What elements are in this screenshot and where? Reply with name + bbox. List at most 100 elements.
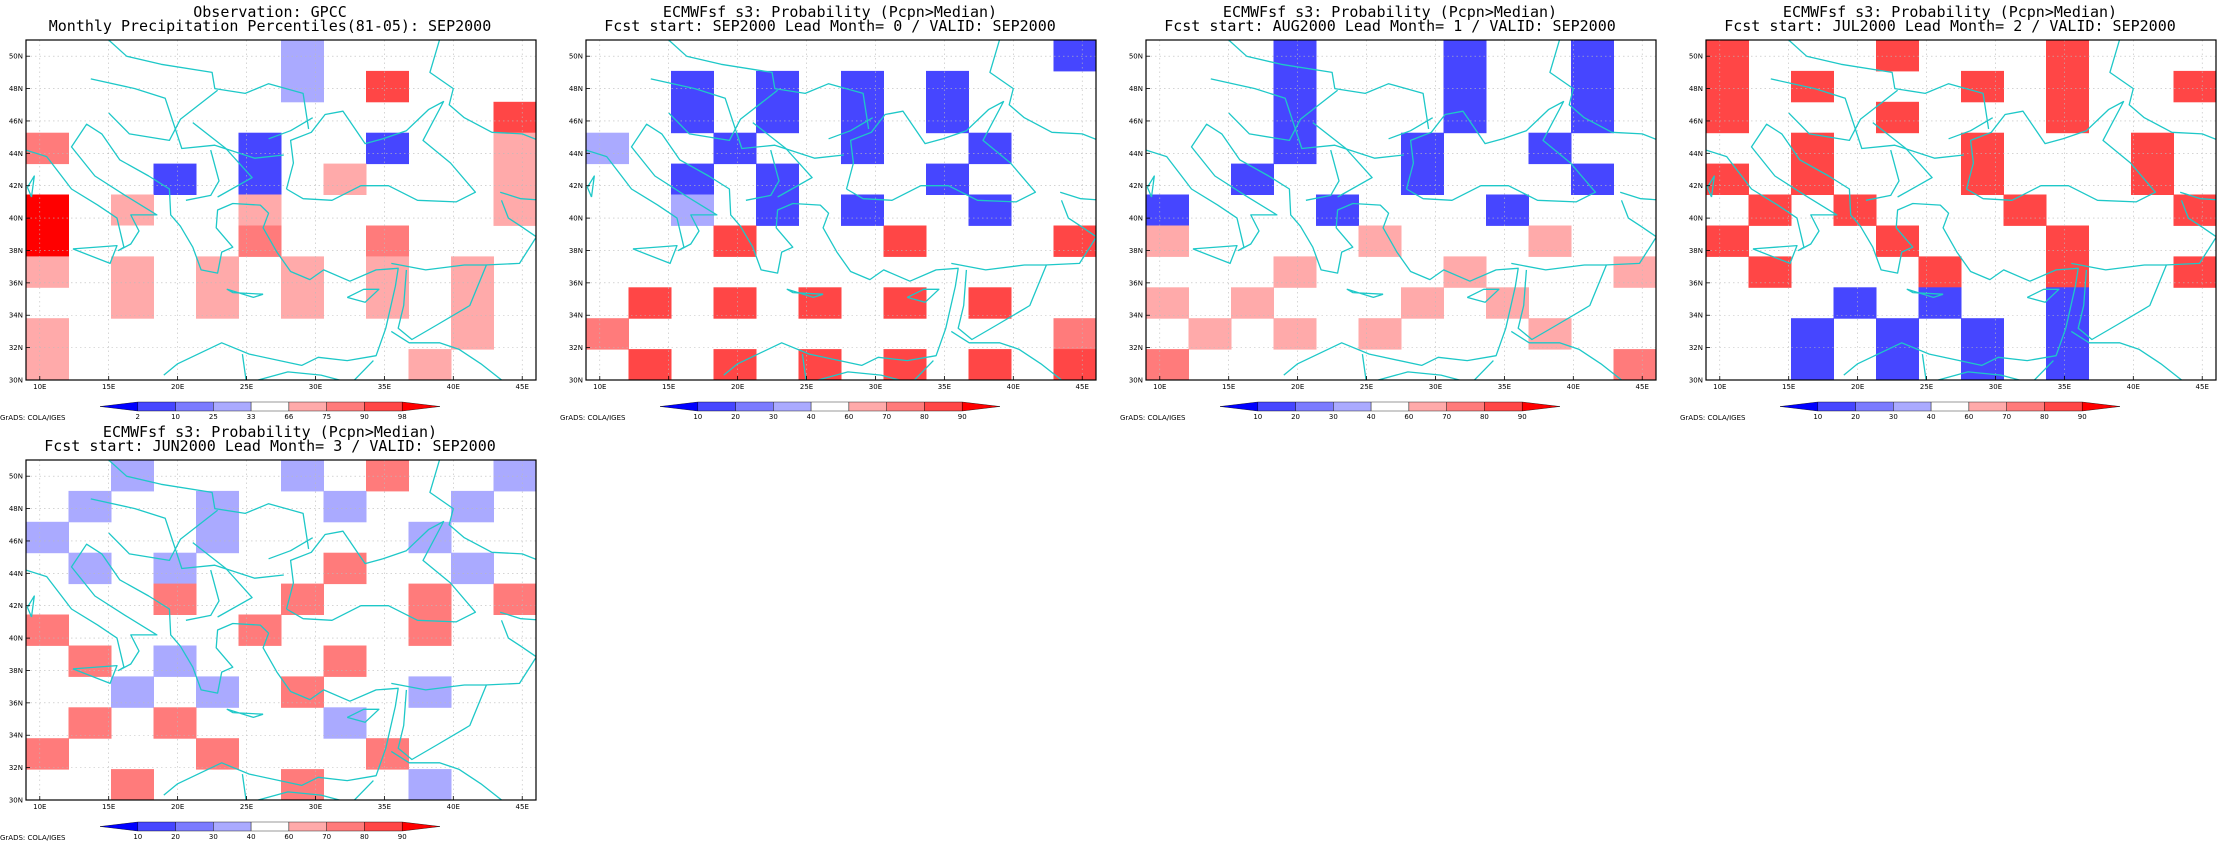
- lon-tick-label: 30E: [309, 803, 322, 811]
- grid-cell: [153, 163, 197, 195]
- coastline: [1517, 264, 1608, 341]
- colorbar-segment: [326, 821, 365, 832]
- colorbar-segment: [2006, 401, 2045, 412]
- grid-cell: [366, 287, 409, 319]
- coastline: [108, 460, 310, 550]
- coastline: [951, 237, 1096, 271]
- grads-credit: GrADS: COLA/IGES: [0, 414, 66, 422]
- grid-cell: [1706, 163, 1749, 195]
- coastline: [845, 100, 1037, 203]
- grid-cell: [586, 132, 629, 165]
- colorbar-segment: [1522, 401, 1561, 412]
- colorbar-label: 70: [2002, 413, 2011, 420]
- lon-tick-label: 10E: [33, 383, 46, 391]
- coastline: [2071, 237, 2216, 271]
- coastline: [1466, 288, 1500, 303]
- coastline: [429, 40, 536, 140]
- grid-cell: [1486, 287, 1529, 319]
- lat-tick-label: 48N: [9, 85, 23, 93]
- lon-tick-label: 30E: [1989, 383, 2002, 391]
- lon-tick-label: 40E: [447, 383, 460, 391]
- lon-tick-label: 25E: [240, 803, 253, 811]
- colorbar-label: 10: [171, 413, 180, 420]
- grid-cell: [493, 460, 537, 492]
- grid-cell: [26, 132, 69, 165]
- lat-tick-label: 34N: [1129, 312, 1143, 320]
- lat-tick-label: 42N: [1129, 182, 1143, 190]
- grid-cell: [111, 256, 154, 288]
- grid-cell: [2003, 194, 2047, 226]
- colorbar-label: 30: [1889, 413, 1898, 420]
- colorbar-segment: [175, 401, 214, 412]
- lat-tick-label: 32N: [1129, 344, 1143, 352]
- colorbar-label: 60: [1404, 413, 1413, 420]
- colorbar-segment: [288, 401, 327, 412]
- lat-tick-label: 40N: [9, 635, 23, 643]
- coastline: [185, 569, 220, 621]
- grid-cell: [713, 132, 757, 165]
- colorbar-label: 30: [209, 833, 218, 840]
- grid-cell: [323, 707, 367, 739]
- lon-tick-label: 35E: [938, 383, 951, 391]
- lat-tick-label: 38N: [1129, 247, 1143, 255]
- grid-cell: [1146, 194, 1189, 226]
- lat-tick-label: 32N: [9, 764, 23, 772]
- lon-tick-label: 25E: [1360, 383, 1373, 391]
- lon-tick-label: 45E: [2196, 383, 2209, 391]
- grid-cell: [366, 225, 409, 257]
- grid-cell: [323, 490, 367, 523]
- colorbar-label: 10: [693, 413, 702, 420]
- lon-tick-label: 10E: [1713, 383, 1726, 391]
- colorbar-label: 90: [2078, 413, 2087, 420]
- grid-cell: [1613, 349, 1657, 381]
- panel-title-line2: Fcst start: SEP2000 Lead Month= 0 / VALI…: [604, 17, 1056, 35]
- lat-tick-label: 32N: [1689, 344, 1703, 352]
- grid-cell: [281, 40, 324, 72]
- colorbar-label: 80: [920, 413, 929, 420]
- precipitation-map: 30N 32N 34N 36N 38N 40N 42N 44N 46N 48N 50N 10E 15E 2…: [1129, 39, 1657, 420]
- grid-cell: [451, 318, 494, 350]
- colorbar-segment: [697, 401, 736, 412]
- grid-cell: [2046, 225, 2089, 257]
- lat-tick-label: 34N: [1689, 312, 1703, 320]
- grid-cell: [238, 163, 282, 195]
- lat-tick-label: 30N: [1129, 377, 1143, 385]
- colorbar: 10 20 30 40 60 70 80 90: [1219, 401, 1561, 420]
- grid-cell: [841, 132, 884, 165]
- colorbar-label: 70: [882, 413, 891, 420]
- grid-cell: [798, 287, 842, 319]
- colorbar-label: 30: [769, 413, 778, 420]
- coastline: [285, 100, 477, 203]
- lat-tick-label: 30N: [9, 797, 23, 805]
- grid-cell: [883, 287, 927, 319]
- grid-cell: [1146, 287, 1189, 319]
- colorbar-label: 80: [1480, 413, 1489, 420]
- grid-cell: [1791, 163, 1834, 195]
- lat-tick-label: 50N: [1689, 53, 1703, 61]
- plot-frame: [585, 39, 1097, 381]
- coastline: [1388, 117, 1434, 140]
- coastline: [346, 288, 380, 303]
- data-cells: [1146, 40, 1657, 381]
- grid-cell: [1231, 287, 1274, 319]
- colorbar-segment: [326, 401, 365, 412]
- grid-cell: [26, 349, 69, 381]
- colorbar-segment: [886, 401, 925, 412]
- coastline: [650, 78, 844, 159]
- grid-cell: [713, 349, 757, 381]
- grid-cell: [713, 225, 757, 257]
- coastline: [1965, 100, 2157, 203]
- colorbar-segment: [99, 401, 138, 412]
- coastline: [90, 498, 284, 579]
- grid-cell: [111, 460, 154, 492]
- grid-cell: [1358, 318, 1402, 350]
- coastline: [26, 123, 399, 376]
- lat-tick-label: 46N: [1689, 117, 1703, 125]
- grid-cell: [281, 287, 324, 319]
- grid-cell: [1961, 70, 2004, 103]
- colorbar-segment: [2082, 401, 2121, 412]
- lon-tick-label: 20E: [171, 383, 184, 391]
- coastline: [1549, 40, 1656, 140]
- grid-cell: [671, 101, 714, 134]
- map-panel-forecast-lead1: ECMWFsf s3: Probability (Pcpn>Median) Fc…: [1120, 0, 1660, 422]
